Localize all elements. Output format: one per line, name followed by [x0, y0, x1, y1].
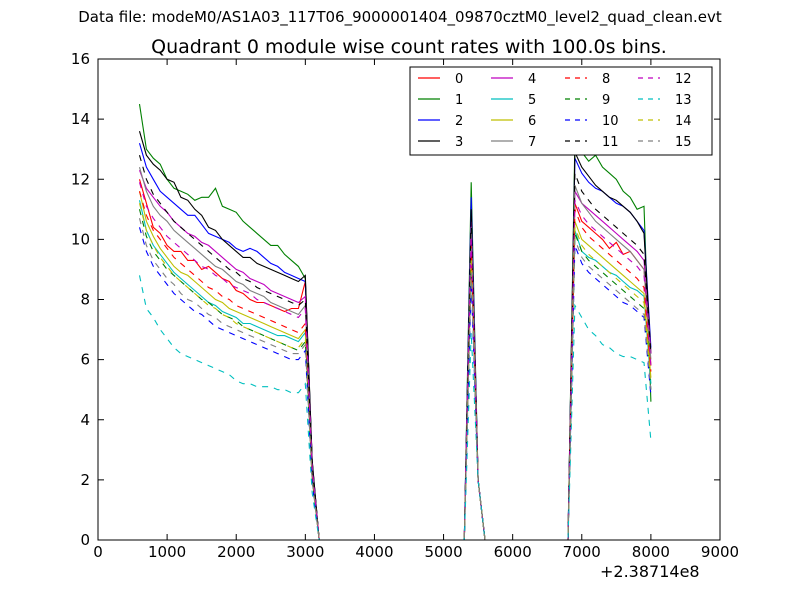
- legend-label-10: 10: [602, 114, 619, 129]
- y-tick-label: 14: [71, 110, 90, 128]
- y-tick-label: 12: [71, 170, 90, 188]
- x-offset-label: +2.38714e8: [600, 562, 700, 581]
- series-line-6: [138, 191, 652, 541]
- legend-label-2: 2: [455, 114, 463, 129]
- x-tick-label: 4000: [355, 543, 393, 561]
- series-line-12: [138, 182, 652, 541]
- y-tick-label: 10: [71, 230, 90, 248]
- legend-label-5: 5: [528, 93, 536, 108]
- series-line-1: [138, 104, 652, 541]
- legend-label-15: 15: [675, 135, 692, 150]
- x-tick-label: 2000: [217, 543, 255, 561]
- ticks-layer: 0 1000 2000 3000 4000 5000 6000 7000 8000 9000 0 2 4…: [71, 50, 739, 561]
- series-line-14: [138, 203, 652, 541]
- legend-label-6: 6: [528, 114, 536, 129]
- x-tick-label: 5000: [424, 543, 462, 561]
- legend-label-4: 4: [528, 72, 536, 87]
- series-line-11: [138, 155, 652, 541]
- series-line-10: [138, 227, 652, 541]
- legend-label-7: 7: [528, 135, 536, 150]
- y-tick-label: 6: [80, 351, 90, 369]
- x-tick-label: 6000: [494, 543, 532, 561]
- series-line-8: [138, 191, 652, 541]
- y-tick-label: 2: [80, 471, 90, 489]
- series-layer: [138, 104, 652, 541]
- legend-label-0: 0: [455, 72, 463, 87]
- y-tick-label: 4: [80, 411, 90, 429]
- legend-label-13: 13: [675, 93, 692, 108]
- figure-suptitle: Data file: modeM0/AS1A03_117T06_90000014…: [78, 8, 722, 26]
- legend-label-1: 1: [455, 93, 463, 108]
- x-tick-label: 7000: [563, 543, 601, 561]
- series-line-13: [138, 275, 652, 541]
- x-tick-label: 9000: [701, 543, 739, 561]
- series-line-7: [138, 167, 652, 541]
- legend-label-9: 9: [602, 93, 610, 108]
- y-tick-label: 8: [80, 291, 90, 309]
- series-line-3: [138, 131, 652, 541]
- legend-label-3: 3: [455, 135, 463, 150]
- chart-title: Quadrant 0 module wise count rates with …: [151, 36, 667, 58]
- x-tick-label: 1000: [148, 543, 186, 561]
- series-line-4: [138, 170, 652, 541]
- legend-box: [409, 66, 713, 156]
- x-tick-label: 8000: [632, 543, 670, 561]
- series-line-15: [138, 218, 652, 541]
- legend-label-11: 11: [602, 135, 619, 150]
- legend-label-12: 12: [675, 72, 692, 87]
- legend-label-8: 8: [602, 72, 610, 87]
- y-tick-label: 16: [71, 50, 90, 68]
- legend-label-14: 14: [675, 114, 692, 129]
- x-tick-label: 3000: [286, 543, 324, 561]
- y-tick-label: 0: [80, 531, 90, 549]
- x-tick-label: 0: [93, 543, 103, 561]
